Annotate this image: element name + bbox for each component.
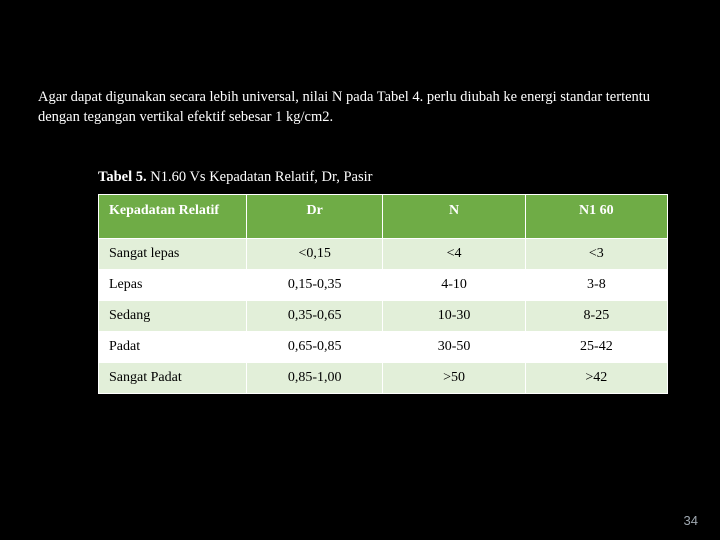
cell-value: 0,65-0,85	[246, 332, 383, 363]
cell-value: >50	[383, 363, 525, 394]
cell-value: 8-25	[525, 301, 667, 332]
cell-value: 10-30	[383, 301, 525, 332]
cell-value: 30-50	[383, 332, 525, 363]
cell-label: Sedang	[99, 301, 247, 332]
table-row: Sangat lepas <0,15 <4 <3	[99, 239, 668, 270]
density-table: Kepadatan Relatif Dr N N1 60 Sangat lepa…	[98, 194, 668, 394]
col-header-kepadatan: Kepadatan Relatif	[99, 195, 247, 239]
cell-value: <3	[525, 239, 667, 270]
table-header-row: Kepadatan Relatif Dr N N1 60	[99, 195, 668, 239]
col-header-n: N	[383, 195, 525, 239]
table-row: Lepas 0,15-0,35 4-10 3-8	[99, 270, 668, 301]
cell-value: 4-10	[383, 270, 525, 301]
cell-value: >42	[525, 363, 667, 394]
cell-value: <0,15	[246, 239, 383, 270]
intro-paragraph: Agar dapat digunakan secara lebih univer…	[38, 88, 682, 127]
cell-value: 0,15-0,35	[246, 270, 383, 301]
table-row: Padat 0,65-0,85 30-50 25-42	[99, 332, 668, 363]
cell-value: 25-42	[525, 332, 667, 363]
caption-rest: N1.60 Vs Kepadatan Relatif, Dr, Pasir	[147, 169, 373, 185]
cell-label: Sangat Padat	[99, 363, 247, 394]
table-row: Sangat Padat 0,85-1,00 >50 >42	[99, 363, 668, 394]
page-number: 34	[684, 513, 698, 528]
table-caption: Tabel 5. N1.60 Vs Kepadatan Relatif, Dr,…	[98, 169, 682, 186]
cell-label: Sangat lepas	[99, 239, 247, 270]
col-header-n160: N1 60	[525, 195, 667, 239]
table-row: Sedang 0,35-0,65 10-30 8-25	[99, 301, 668, 332]
cell-value: 0,35-0,65	[246, 301, 383, 332]
cell-value: 3-8	[525, 270, 667, 301]
caption-label: Tabel 5.	[98, 169, 147, 185]
cell-value: 0,85-1,00	[246, 363, 383, 394]
col-header-dr: Dr	[246, 195, 383, 239]
cell-label: Lepas	[99, 270, 247, 301]
cell-label: Padat	[99, 332, 247, 363]
cell-value: <4	[383, 239, 525, 270]
